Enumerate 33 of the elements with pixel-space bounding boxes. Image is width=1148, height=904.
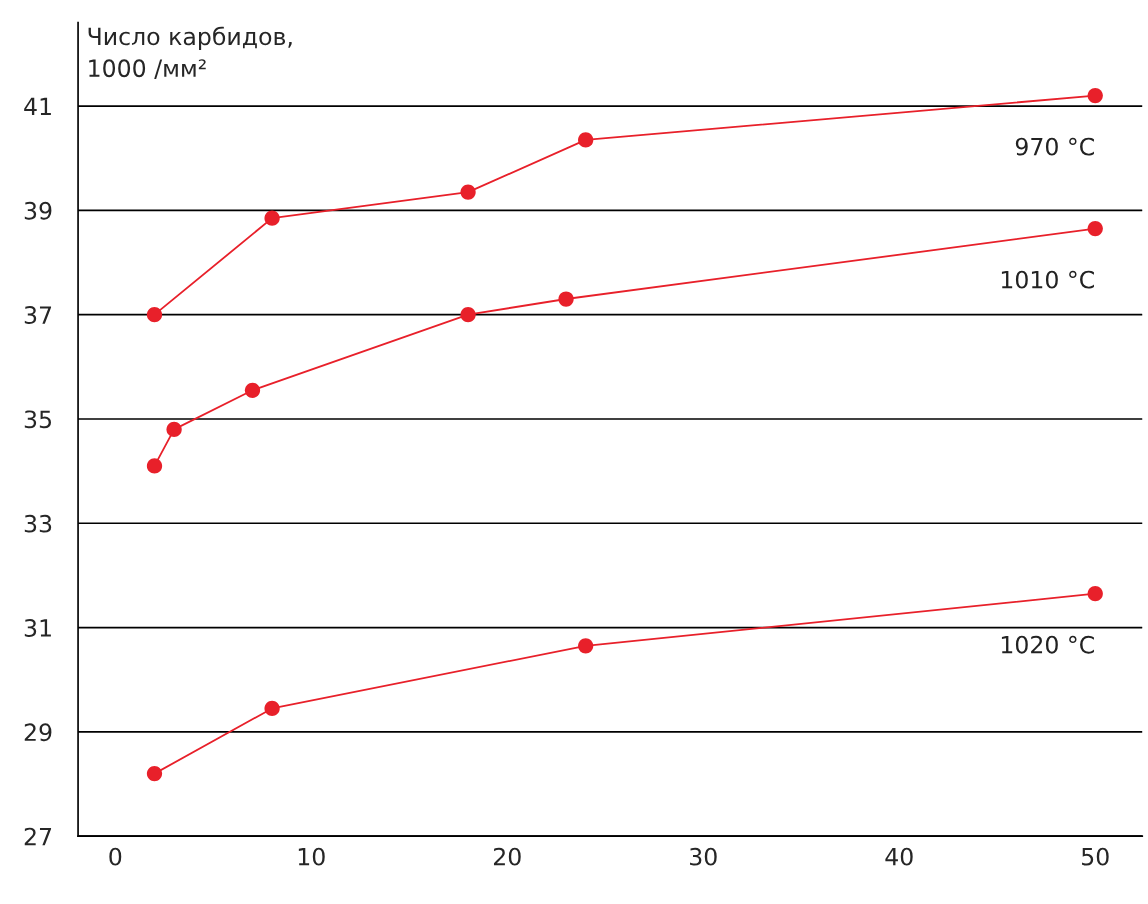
y-tick-label: 41 xyxy=(24,97,51,116)
y-tick-label: 35 xyxy=(24,410,51,429)
point xyxy=(146,765,163,782)
point xyxy=(578,132,594,148)
point xyxy=(1087,586,1103,602)
y-tick-label: 29 xyxy=(24,723,52,742)
y-tick-label: 37 xyxy=(24,306,52,324)
point xyxy=(1087,220,1103,237)
y-tick-label: 33 xyxy=(24,514,52,533)
x-tick-label: 40 xyxy=(885,847,913,866)
series-label: 1020 °C xyxy=(1001,635,1094,654)
point xyxy=(558,291,574,307)
x-tick-label: 50 xyxy=(1082,847,1109,866)
point xyxy=(578,638,594,654)
y-axis-title: Число карбидов, 1000 /мм² xyxy=(88,26,292,80)
point xyxy=(460,307,476,323)
point xyxy=(146,307,163,323)
point xyxy=(166,421,182,438)
point xyxy=(244,382,261,398)
y-tick-label: 39 xyxy=(24,201,52,220)
y-tick-label: 31 xyxy=(24,619,51,637)
x-tick-label: 30 xyxy=(690,847,717,866)
point xyxy=(264,210,280,226)
y-tick-label: 27 xyxy=(24,827,52,846)
x-tick-label: 20 xyxy=(493,847,521,866)
x-tick-label: 0 xyxy=(109,847,122,866)
series-label: 1010 °C xyxy=(1001,270,1094,289)
x-tick-label: 10 xyxy=(298,847,325,866)
series-label: 970 °C xyxy=(1015,137,1094,156)
point xyxy=(146,458,163,474)
point xyxy=(460,184,476,200)
point xyxy=(264,700,280,717)
point xyxy=(1087,87,1103,104)
